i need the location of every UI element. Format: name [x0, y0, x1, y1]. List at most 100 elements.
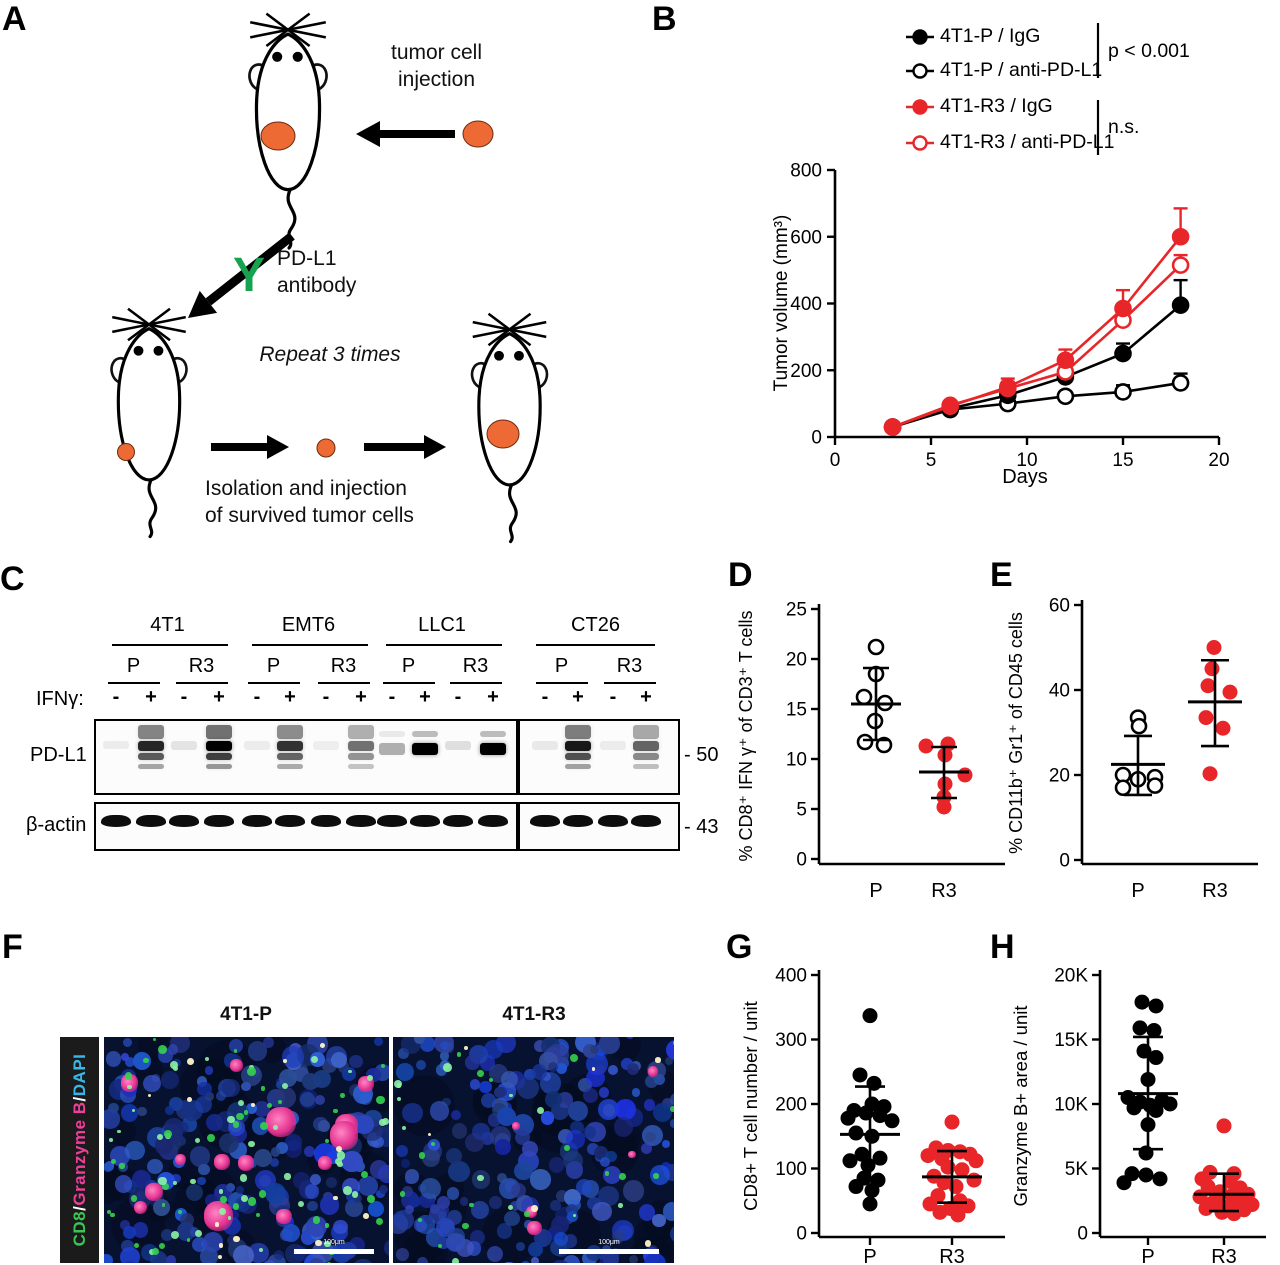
- cd8-speck: [177, 1210, 182, 1215]
- cd8-speck: [186, 1238, 191, 1242]
- data-point: [846, 1102, 862, 1118]
- dapi-nucleus: [147, 1158, 164, 1175]
- dapi-nucleus: [160, 1071, 179, 1090]
- mouse-body: [116, 326, 182, 482]
- dapi-nucleus: [376, 1189, 385, 1198]
- cd8-speck: [158, 1044, 167, 1054]
- dapi-nucleus: [592, 1201, 612, 1221]
- double-positive-speck: [187, 1057, 194, 1065]
- cd8-speck: [266, 1102, 272, 1108]
- panel-letter-b: B: [652, 0, 677, 38]
- dapi-nucleus: [398, 1048, 409, 1059]
- data-point: [866, 1075, 882, 1091]
- actin-row-label: β-actin: [26, 814, 87, 836]
- double-positive-speck: [333, 1195, 338, 1201]
- cd8-speck: [452, 1258, 460, 1263]
- y-tick-label: 200: [775, 1095, 807, 1116]
- dapi-nucleus: [353, 1193, 363, 1203]
- panel-letter-g: G: [726, 928, 753, 966]
- cd8-speck: [507, 1205, 513, 1211]
- mouse-tail: [286, 188, 297, 250]
- category-label: R3: [931, 880, 957, 902]
- blot-band: [313, 741, 339, 750]
- dapi-nucleus: [119, 1246, 140, 1263]
- dapi-nucleus: [650, 1164, 671, 1185]
- dapi-nucleus: [516, 1242, 526, 1251]
- series-line: [892, 264, 1182, 429]
- reinjection-arrow-head: [424, 435, 446, 459]
- dapi-nucleus: [154, 1136, 173, 1155]
- dapi-nucleus: [401, 1159, 410, 1168]
- y-tick-label: 15K: [1054, 1030, 1088, 1051]
- panel-letter-a: A: [2, 0, 27, 38]
- double-positive-speck: [363, 1213, 369, 1219]
- dapi-nucleus: [122, 1225, 136, 1239]
- cd8-speck: [477, 1070, 484, 1077]
- data-point: [864, 1096, 880, 1112]
- granzymeb-blob: [238, 1155, 254, 1172]
- ifn-sign: -: [609, 686, 617, 708]
- granzymeb-blob: [265, 1106, 297, 1138]
- dapi-nucleus: [245, 1102, 257, 1114]
- dapi-nucleus: [114, 1175, 133, 1194]
- data-point: [866, 712, 884, 730]
- y-tick-label: 10: [786, 750, 807, 771]
- mouse-ear: [248, 63, 272, 92]
- dapi-nucleus: [337, 1061, 350, 1073]
- dapi-nucleus: [631, 1088, 641, 1098]
- dapi-nucleus: [275, 1087, 296, 1108]
- granzymeb-blob: [318, 1155, 333, 1170]
- cd8-speck: [438, 1244, 443, 1249]
- dapi-nucleus: [469, 1078, 481, 1090]
- dapi-nucleus: [166, 1255, 177, 1263]
- legend-label: 4T1-R3 / IgG: [940, 95, 1053, 117]
- if-image-4t1-p: 100μm: [104, 1037, 389, 1263]
- granzymeb-blob: [628, 1150, 636, 1158]
- cd8-speck: [227, 1115, 235, 1124]
- dapi-nucleus: [603, 1251, 620, 1263]
- blot-band: [138, 725, 164, 739]
- data-point: [998, 378, 1017, 396]
- dapi-nucleus: [661, 1139, 670, 1148]
- dapi-nucleus: [496, 1223, 513, 1239]
- data-point: [1232, 1180, 1248, 1196]
- dapi-nucleus: [395, 1145, 409, 1158]
- cd8-speck: [456, 1052, 462, 1058]
- series-line: [892, 304, 1182, 429]
- data-point: [1138, 1145, 1154, 1161]
- cd8-speck: [537, 1107, 545, 1114]
- dapi-nucleus: [176, 1221, 196, 1241]
- dapi-nucleus: [367, 1200, 384, 1217]
- actin-band: [598, 815, 628, 827]
- scale-bar-label: 100μm: [598, 1239, 620, 1246]
- cd8-speck: [258, 1247, 264, 1252]
- dapi-nucleus: [421, 1148, 440, 1167]
- mouse-eye: [272, 51, 283, 62]
- cd8-speck: [273, 1124, 279, 1130]
- data-point: [848, 1179, 864, 1195]
- dapi-nucleus: [275, 1142, 288, 1155]
- blot-band: [348, 764, 374, 769]
- dapi-nucleus: [175, 1135, 187, 1147]
- data-point: [932, 1204, 948, 1220]
- y-tick-label: 20: [1049, 766, 1070, 787]
- double-positive-speck: [187, 1096, 192, 1102]
- granzymeb-blob: [230, 1059, 244, 1072]
- series-line: [892, 381, 1181, 429]
- dapi-nucleus: [670, 1093, 674, 1107]
- cd8-speck: [569, 1054, 578, 1063]
- dapi-nucleus: [611, 1229, 626, 1243]
- if-channel-label-bar: CD8/Granzyme B / DAPI: [60, 1037, 99, 1263]
- blot-band: [633, 725, 659, 739]
- data-point: [1056, 368, 1075, 386]
- granzymeb-blob: [276, 1208, 292, 1225]
- dapi-nucleus: [439, 1050, 450, 1061]
- dapi-nucleus: [232, 1244, 254, 1263]
- dapi-nucleus: [202, 1231, 224, 1253]
- cell-line-underline: [112, 644, 228, 646]
- cd8-speck: [172, 1066, 178, 1072]
- data-point: [854, 1146, 870, 1162]
- dapi-nucleus: [424, 1215, 433, 1224]
- dapi-nucleus: [613, 1117, 634, 1137]
- blot-band: [600, 741, 626, 750]
